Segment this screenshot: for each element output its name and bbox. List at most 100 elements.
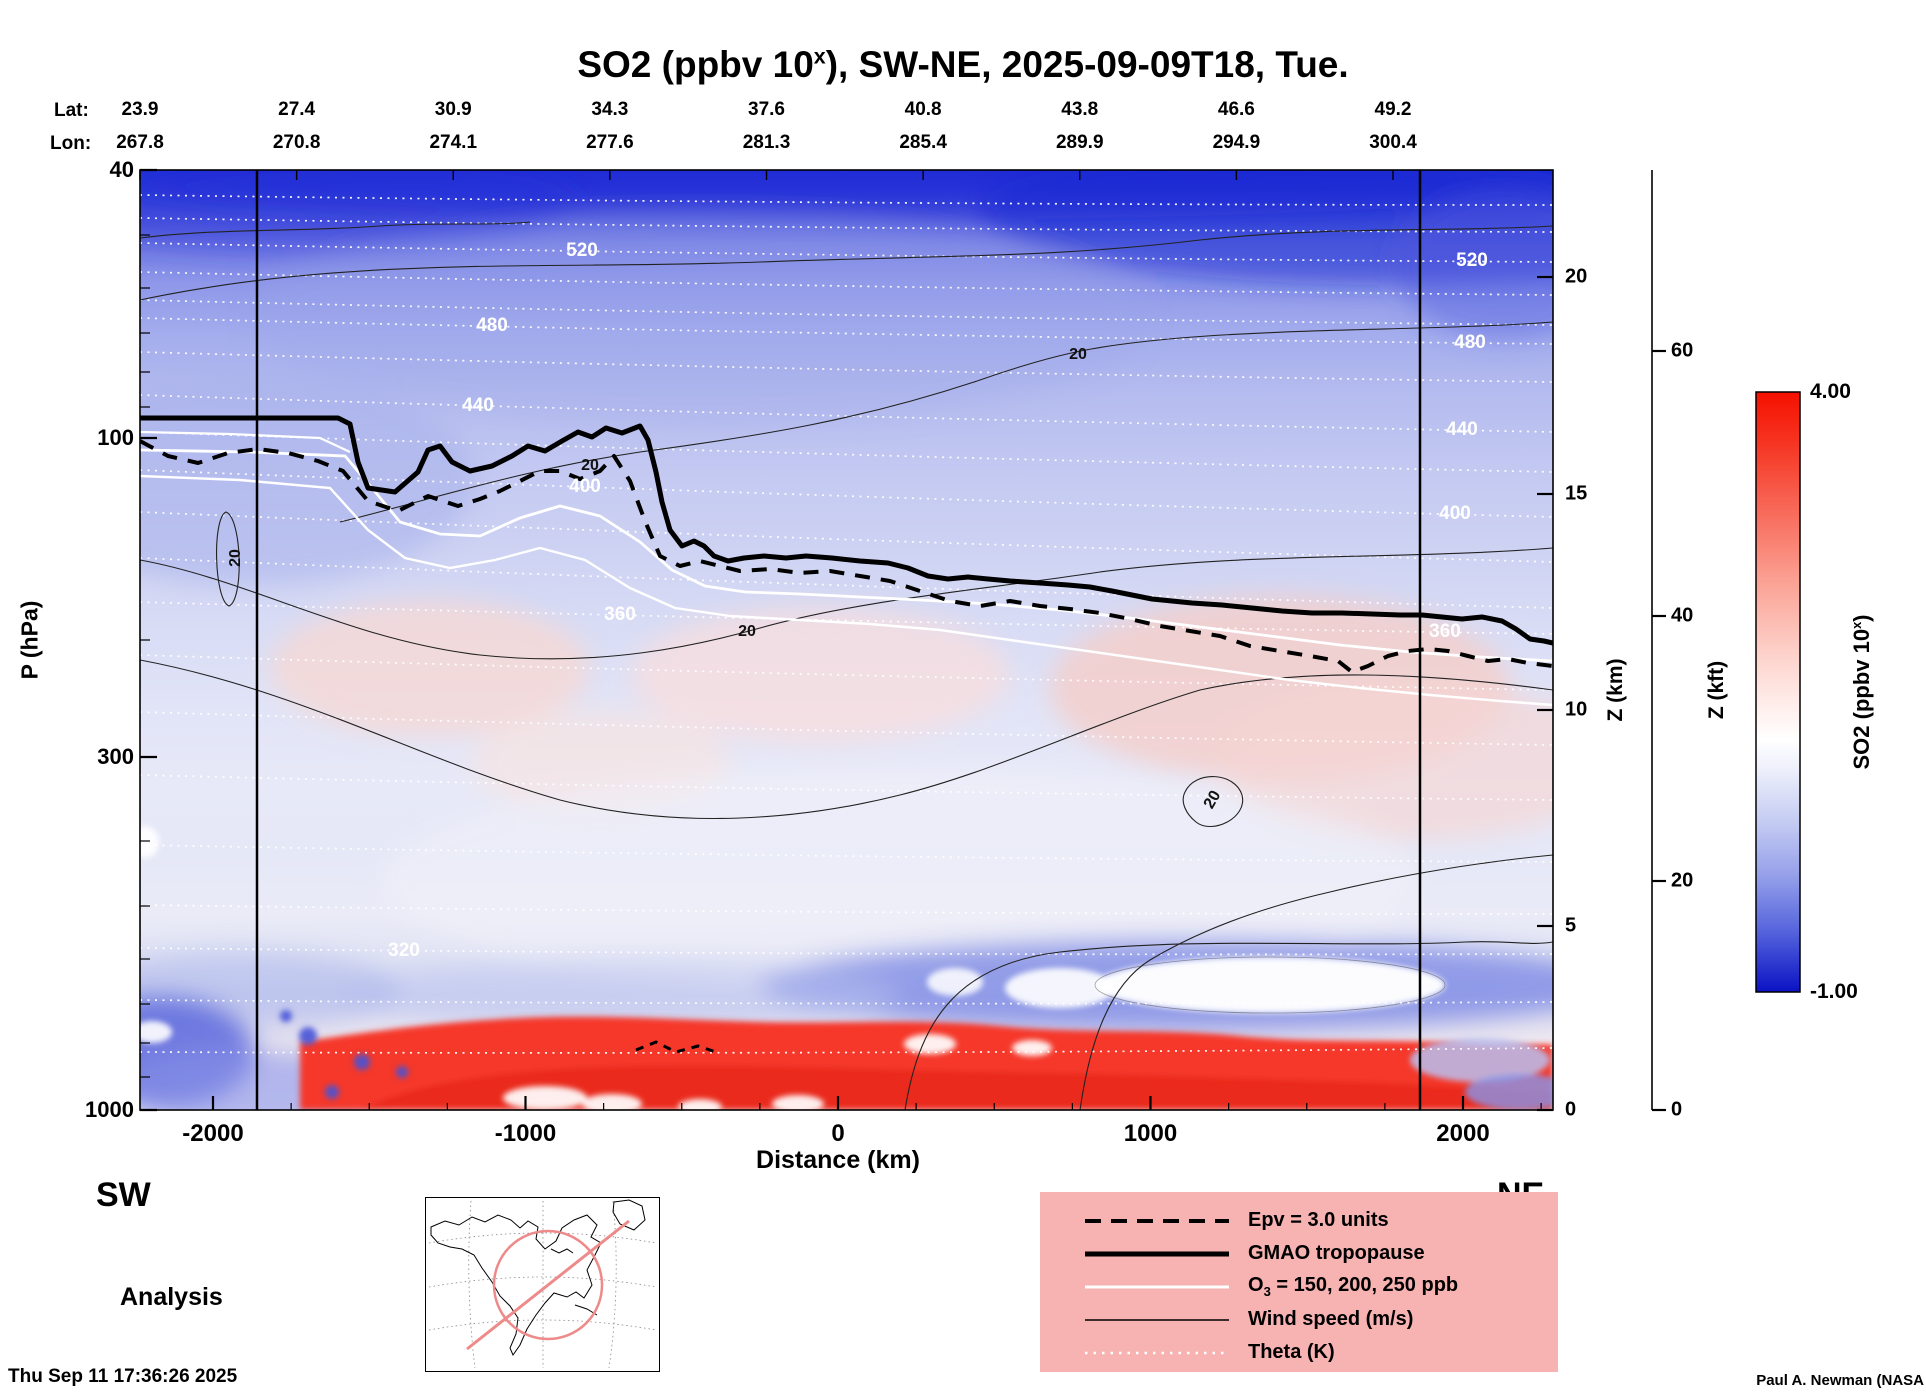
legend-label-wind: Wind speed (m/s): [1248, 1308, 1414, 1330]
title-superscript: x: [813, 44, 826, 69]
p-tick-label: 1000: [85, 1097, 134, 1122]
o3-contour: [140, 474, 1553, 707]
latlon-label: 27.4: [278, 99, 316, 120]
wind-contour: [1182, 776, 1244, 827]
credit-line: Paul A. Newman (NASA: [1756, 1372, 1924, 1389]
colorbar-min-label: -1.00: [1810, 980, 1858, 1003]
theta-contours: [140, 194, 1553, 1054]
white-and-blue-patches: [140, 826, 1553, 1110]
theta-contour: [140, 242, 1553, 263]
theta-contour: [140, 1047, 1553, 1054]
legend-item-wind: Wind speed (m/s): [1082, 1303, 1558, 1336]
ozone-contours: [140, 430, 1553, 707]
wind-label: 20: [738, 623, 756, 640]
page-title: SO2 (ppbv 10x), SW-NE, 2025-09-09T18, Tu…: [0, 44, 1926, 86]
map-frame: [425, 1197, 660, 1372]
wind-label: 20: [227, 549, 244, 567]
ozone-label-prefix: O: [1248, 1274, 1264, 1296]
creation-timestamp: Thu Sep 11 17:36:26 2025: [8, 1366, 238, 1387]
colorbar-title-suffix: ): [1849, 614, 1875, 622]
p-tick-label: 40: [109, 157, 134, 182]
map-transect-circle: [492, 1229, 604, 1341]
colorbar-title-superscript: x: [1848, 621, 1864, 629]
legend-item-epv: Epv = 3.0 units: [1082, 1204, 1558, 1237]
x-tick-label: 1000: [1123, 1120, 1178, 1147]
theta-label: 400: [1439, 503, 1471, 524]
latlon-label: 289.9: [1055, 132, 1104, 153]
km-tick-label: 15: [1565, 482, 1588, 505]
theta-label: 480: [476, 315, 508, 336]
epv-line-sample: [1085, 1218, 1229, 1223]
theta-label: 440: [1446, 419, 1478, 440]
endpoint-sw-label: SW: [96, 1176, 151, 1214]
theta-contour: [140, 431, 1553, 473]
latlon-label: 281.3: [742, 132, 791, 153]
theta-line-sample: [1085, 1351, 1229, 1354]
wind-label: 20: [581, 457, 599, 474]
kft-tick-label: 40: [1671, 604, 1694, 627]
colorbar-frame: [1755, 391, 1801, 993]
legend-label-tropopause: GMAO tropopause: [1248, 1242, 1425, 1264]
latlon-label: 37.6: [748, 99, 785, 120]
kft-tick-label: 20: [1671, 869, 1694, 892]
theta-contour: [140, 947, 1553, 956]
theta-contour: [140, 317, 1553, 345]
latlon-label: 270.8: [272, 132, 321, 153]
x-tick-label: 2000: [1436, 1120, 1490, 1147]
p-tick-label: 100: [97, 425, 134, 450]
ozone-line-sample: [1085, 1285, 1229, 1288]
epv-contour: [140, 439, 1553, 674]
lon-axis-label: Lon:: [50, 133, 92, 154]
theta-label: 320: [388, 940, 420, 961]
x-tick-label: -1000: [494, 1120, 557, 1147]
tropopause-line-sample: [1085, 1251, 1229, 1256]
theta-contour: [140, 511, 1553, 563]
legend-label-ozone: O3 = 150, 200, 250 ppb: [1248, 1274, 1458, 1299]
colorbar-title-prefix: SO2 (ppbv 10: [1849, 628, 1875, 770]
theta-contour: [140, 999, 1553, 1005]
lat-axis-label: Lat:: [54, 100, 89, 121]
wind-label: 20: [1069, 346, 1087, 363]
theta-label: 480: [1454, 332, 1486, 353]
latlon-label: 277.6: [586, 132, 634, 153]
colorbar: [1755, 391, 1801, 993]
analysis-label: Analysis: [120, 1283, 223, 1311]
theta-contour: [140, 394, 1553, 433]
wind-line-sample: [1085, 1318, 1229, 1321]
boundary-layer-red-band: [300, 1016, 1553, 1110]
o3-contour: [140, 430, 351, 453]
wind-contour: [904, 941, 1553, 1110]
wind-contour: [215, 511, 240, 607]
kft-tick-label: 60: [1671, 339, 1694, 362]
colorbar-title: SO2 (ppbv 10x): [1849, 614, 1875, 769]
legend-item-ozone: O3 = 150, 200, 250 ppb: [1082, 1270, 1558, 1303]
gmao-tropopause-line: [140, 415, 1553, 646]
axis-tick-marks: [139, 168, 1666, 1112]
latlon-label: 43.8: [1061, 99, 1099, 120]
theta-contour: [140, 271, 1553, 296]
ozone-label-suffix: = 150, 200, 250 ppb: [1270, 1274, 1459, 1296]
latlon-label: 34.3: [591, 99, 629, 120]
theta-contour: [140, 601, 1553, 635]
z-kft-axis-title: Z (kft): [1705, 660, 1728, 720]
wind-speed-contours: [140, 221, 1553, 1110]
theta-label: 400: [569, 476, 601, 497]
map-transect-line: [466, 1219, 630, 1351]
theta-contour: [140, 904, 1553, 915]
theta-label: 520: [566, 240, 598, 261]
colorbar-gradient: [1756, 392, 1800, 992]
map-graticule: [428, 1200, 657, 1369]
latlon-label: 294.9: [1212, 132, 1261, 153]
latlon-label: 30.9: [434, 99, 472, 120]
theta-label: 440: [462, 395, 494, 416]
theta-contour: [140, 217, 1553, 233]
theta-contour: [140, 654, 1553, 691]
legend-label-epv: Epv = 3.0 units: [1248, 1209, 1389, 1231]
x-axis-title: Distance (km): [756, 1146, 920, 1174]
theta-contour: [140, 844, 1553, 863]
wind-contour: [140, 221, 531, 239]
ozone-label-subscript: 3: [1263, 1284, 1271, 1299]
latlon-label: 46.6: [1217, 99, 1255, 120]
